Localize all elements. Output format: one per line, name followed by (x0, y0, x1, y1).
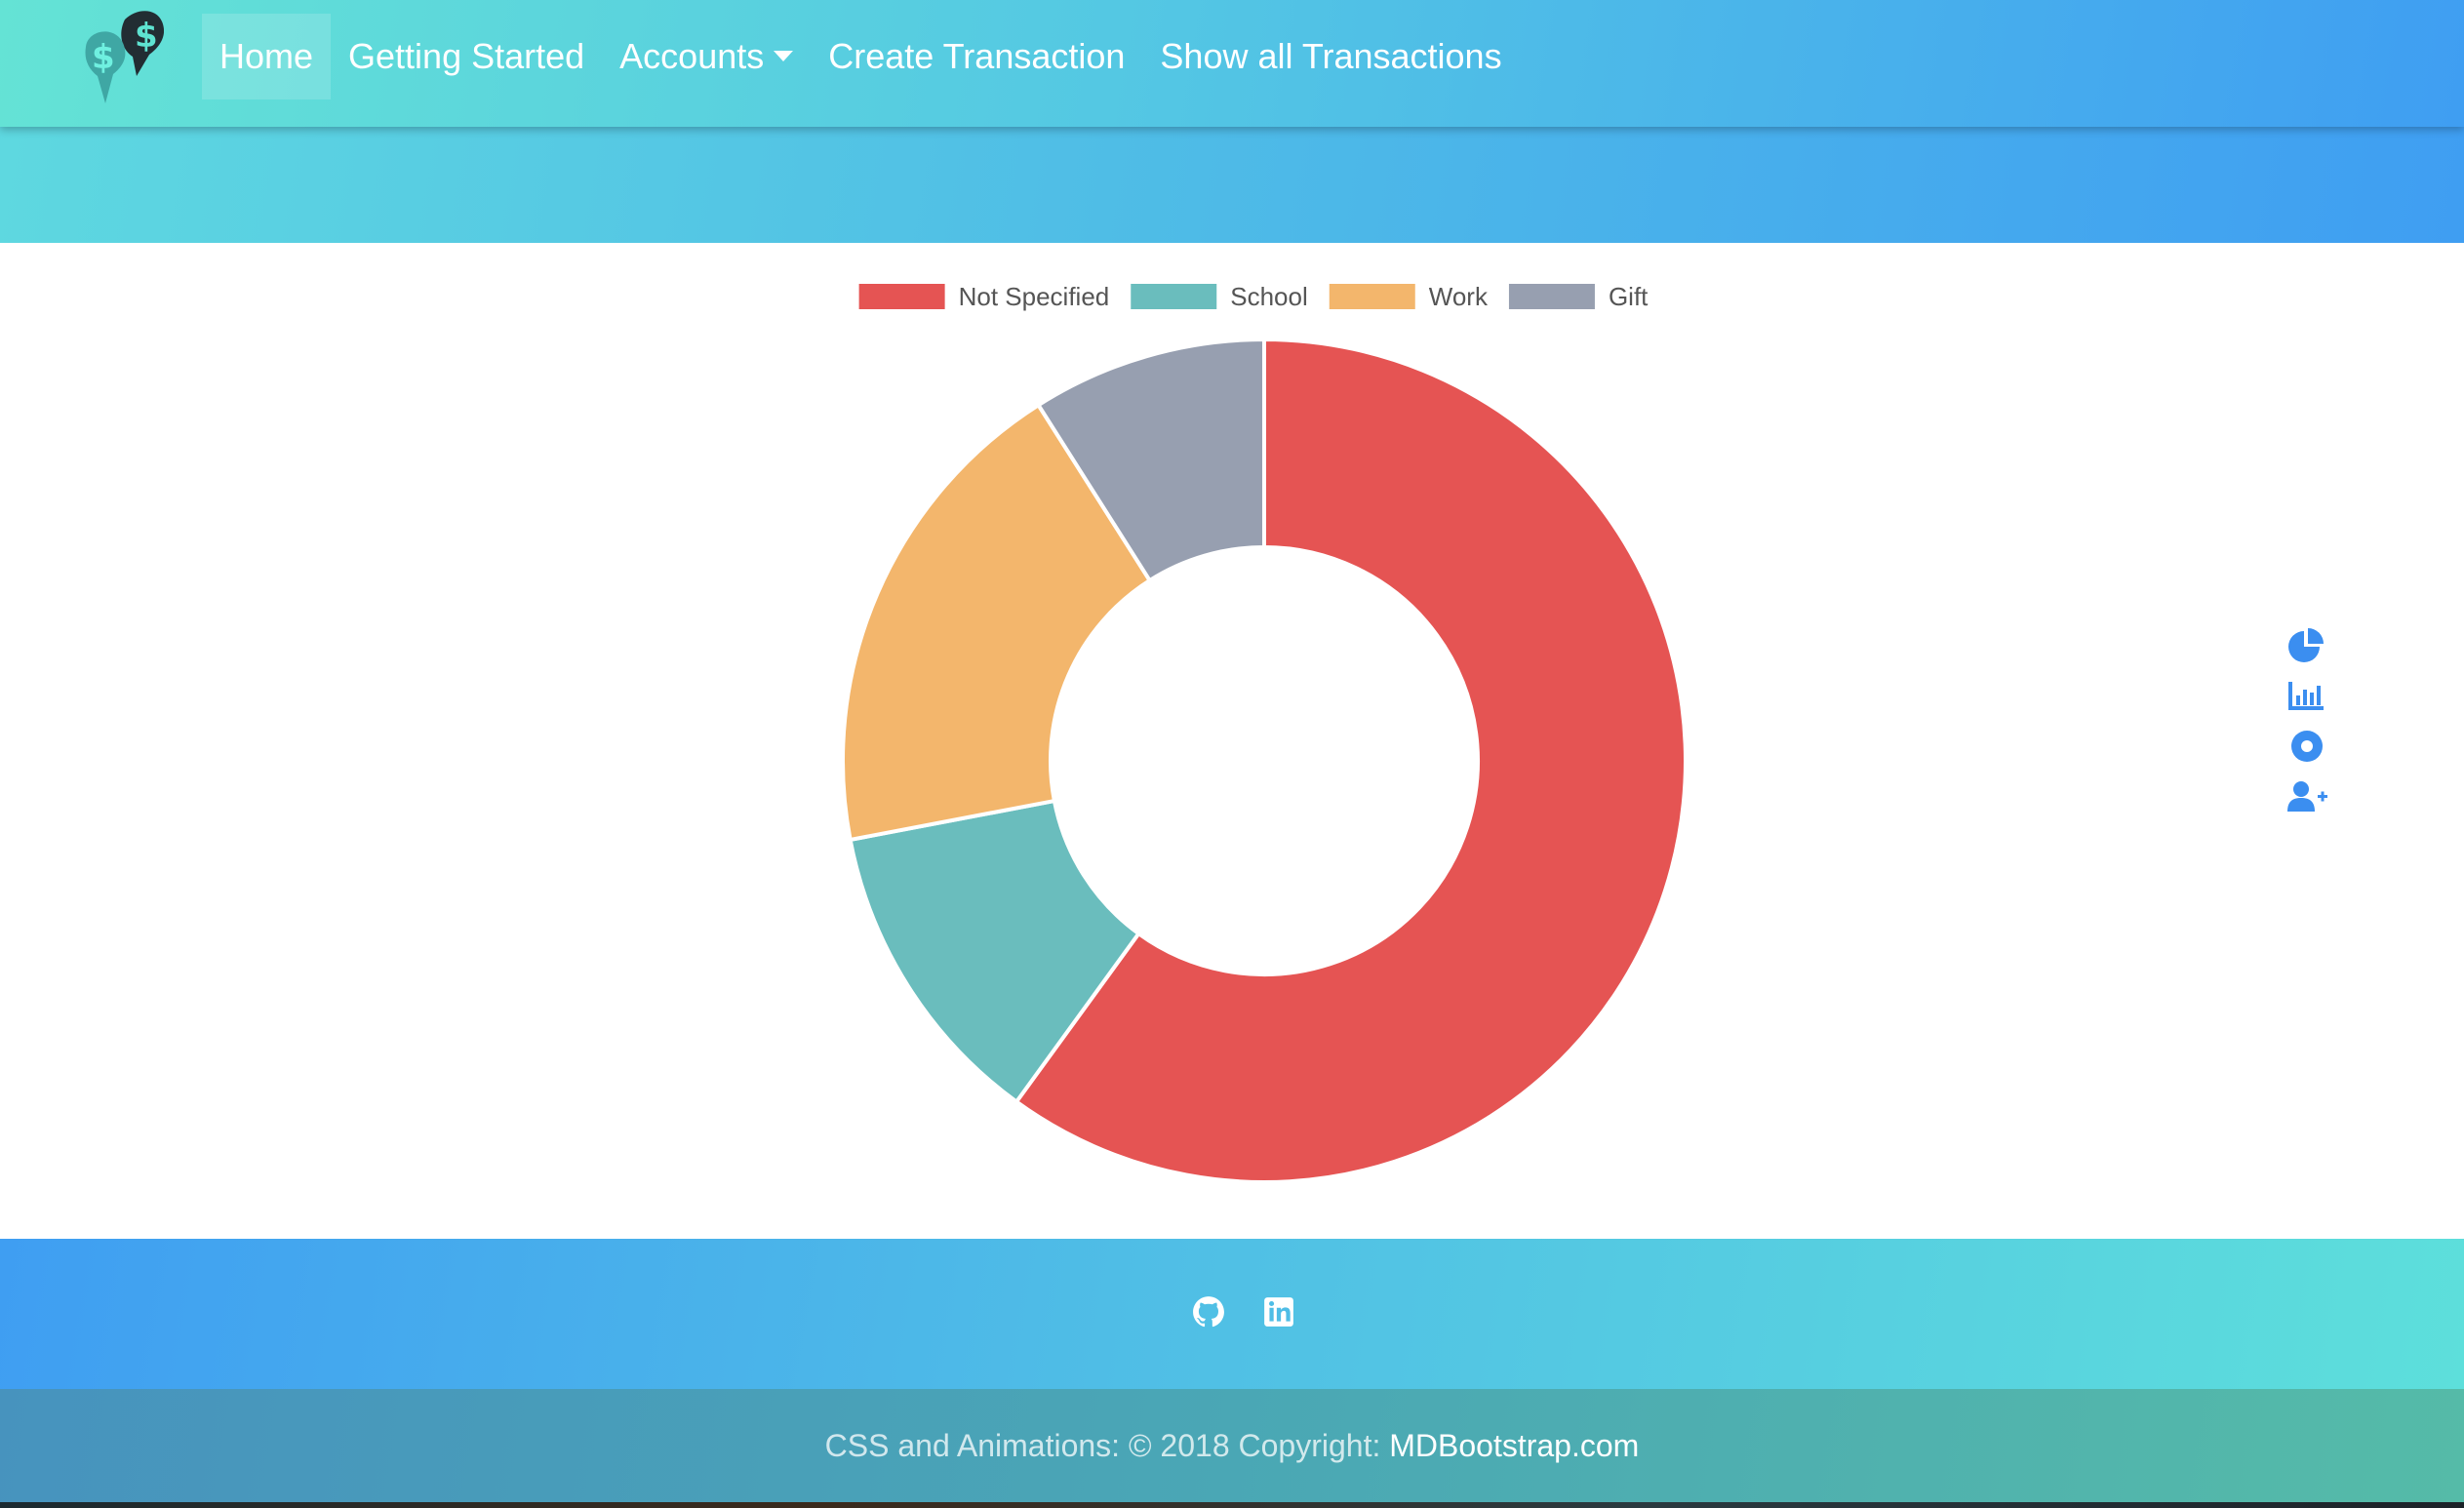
pie-chart-icon[interactable] (2285, 627, 2328, 662)
nav-show-all-transactions-label: Show all Transactions (1160, 36, 1502, 76)
mdbootstrap-link[interactable]: MDBootstrap.com (1389, 1428, 1640, 1463)
nav-home[interactable]: Home (202, 14, 332, 99)
nav-home-label: Home (219, 36, 314, 76)
navbar: $ $ Home Getting Started Accounts Create… (0, 0, 2464, 127)
slice-school[interactable] (848, 798, 1142, 1105)
nav-create-transaction[interactable]: Create Transaction (811, 14, 1142, 99)
nav-create-transaction-label: Create Transaction (828, 36, 1126, 76)
brand-logo[interactable]: $ $ (76, 8, 165, 105)
record-circle-icon[interactable] (2285, 729, 2328, 764)
slice-work[interactable] (841, 402, 1153, 843)
copyright-label: CSS and Animations: © 2018 Copyright: (824, 1428, 1390, 1463)
legend-swatch (1131, 284, 1217, 309)
window-bottom-edge (0, 1502, 2464, 1508)
chart-legend: Not Specified School Work Gift (858, 282, 1649, 311)
legend-item-gift[interactable]: Gift (1508, 282, 1649, 311)
github-icon[interactable] (1192, 1295, 1225, 1329)
copyright-text: CSS and Animations: © 2018 Copyright: MD… (0, 1428, 2464, 1464)
doughnut-chart: Not Specified School Work Gift (841, 282, 1688, 1184)
add-user-icon[interactable] (2285, 779, 2328, 814)
copyright-bar: CSS and Animations: © 2018 Copyright: MD… (0, 1389, 2464, 1508)
nav-accounts-label: Accounts (619, 36, 765, 76)
bar-chart-icon[interactable] (2285, 678, 2328, 713)
linkedin-icon[interactable] (1262, 1295, 1295, 1329)
legend-label: Not Specified (959, 282, 1110, 311)
nav-show-all-transactions[interactable]: Show all Transactions (1142, 14, 1519, 99)
social-links (1192, 1295, 1295, 1329)
legend-swatch (1329, 284, 1415, 309)
chart-container: Not Specified School Work Gift (0, 243, 2464, 1239)
dollar-map-pin-icon: $ $ (85, 11, 165, 103)
legend-item-work[interactable]: Work (1329, 282, 1489, 311)
legend-swatch (1508, 284, 1595, 309)
nav-accounts-dropdown[interactable]: Accounts (602, 14, 811, 99)
legend-swatch (858, 284, 945, 309)
hero-banner (0, 127, 2464, 243)
slice-not-specified[interactable] (1013, 337, 1688, 1184)
slice-gift[interactable] (1035, 337, 1266, 583)
svg-text:$: $ (92, 38, 115, 77)
nav-getting-started-label: Getting Started (348, 36, 585, 76)
svg-text:$: $ (135, 17, 158, 56)
nav-menu: Home Getting Started Accounts Create Tra… (202, 14, 1520, 99)
caret-down-icon (774, 50, 794, 61)
legend-item-school[interactable]: School (1131, 282, 1308, 311)
legend-label: School (1230, 282, 1308, 311)
footer (0, 1239, 2464, 1389)
legend-item-not-specified[interactable]: Not Specified (858, 282, 1110, 311)
nav-getting-started[interactable]: Getting Started (331, 14, 602, 99)
side-toolbar (2278, 627, 2336, 814)
legend-label: Work (1429, 282, 1489, 311)
legend-label: Gift (1609, 282, 1649, 311)
